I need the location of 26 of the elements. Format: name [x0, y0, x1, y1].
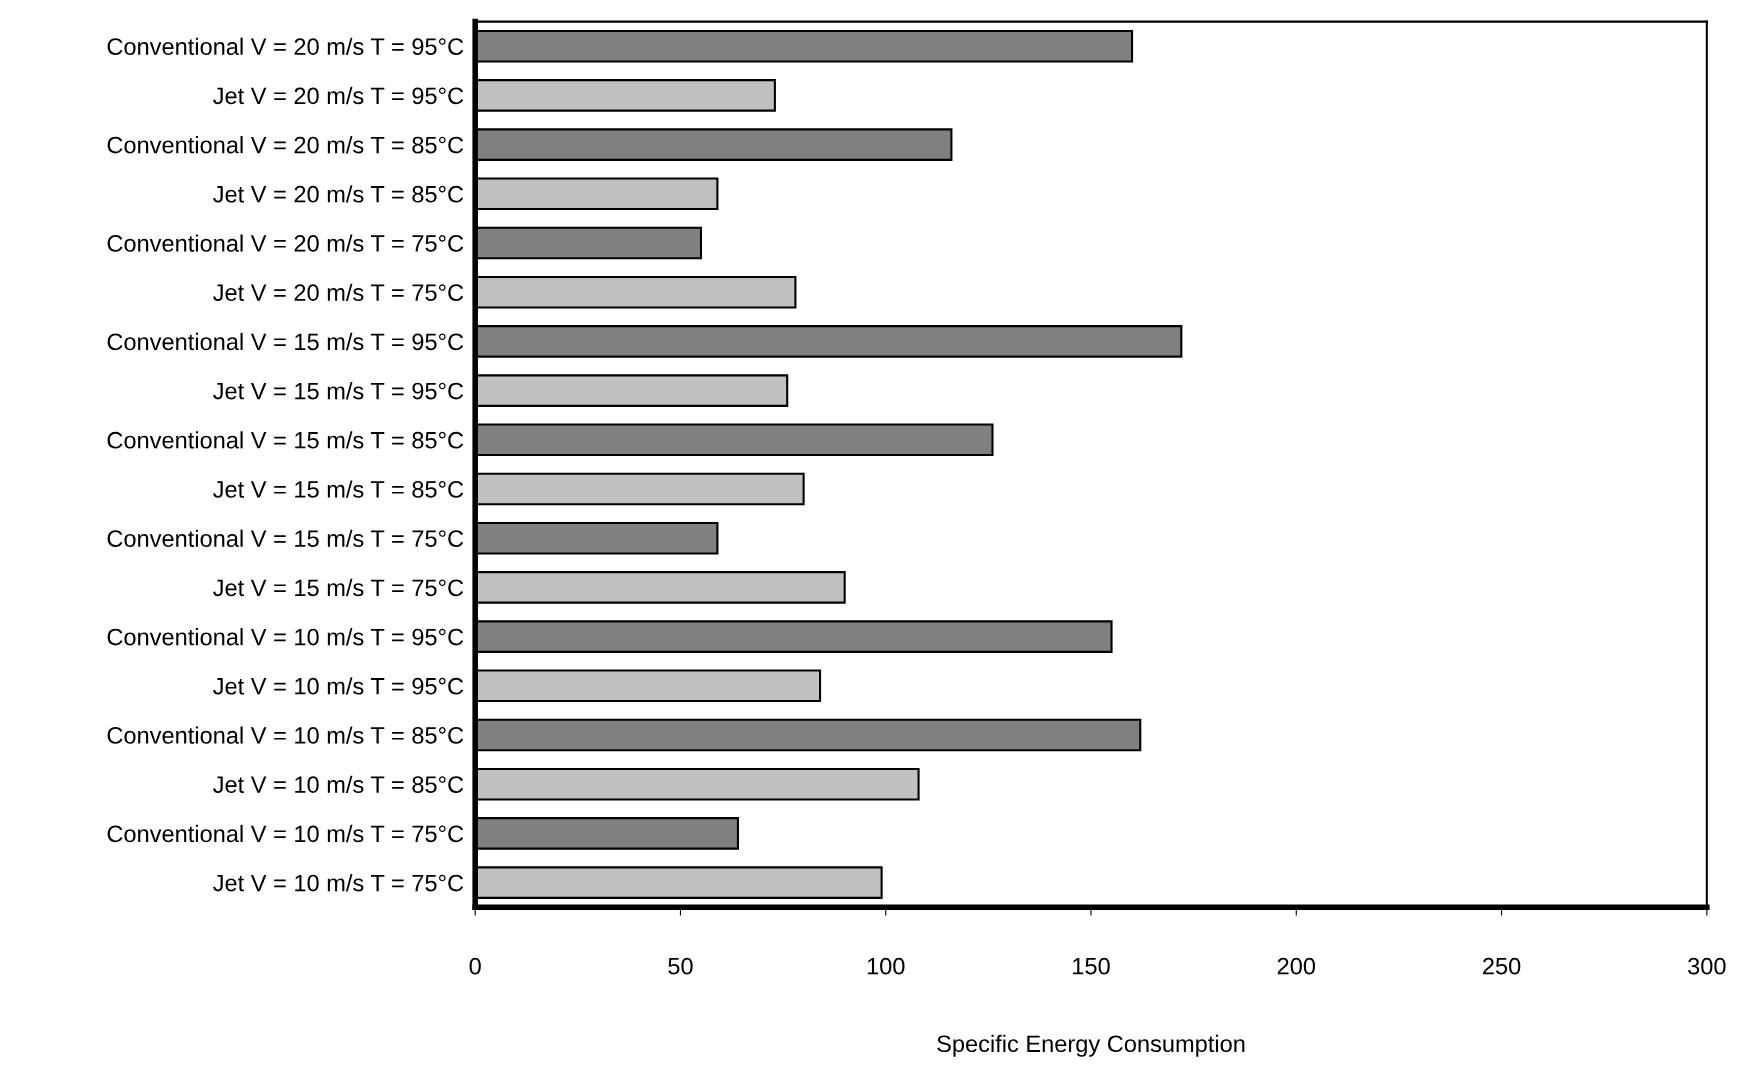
x-tick-label: 150	[1073, 957, 1110, 975]
x-tick-label: 250	[1483, 957, 1521, 975]
y-tick-label: Conventional V = 15 m/s T = 95°C	[107, 332, 464, 351]
y-tick-label: Conventional V = 15 m/s T = 85°C	[107, 431, 464, 449]
y-tick-label: Conventional V = 20 m/s T = 95°C	[107, 37, 464, 55]
y-tick-label: Conventional V = 20 m/s T = 75°C	[107, 234, 464, 252]
y-tick-label: Conventional V = 10 m/s T = 85°C	[107, 726, 464, 744]
y-tick-label: Jet V = 15 m/s T = 75°C	[213, 578, 464, 597]
x-axis-title: Specific Energy Consumption	[937, 1034, 1245, 1057]
y-tick-label: Jet V = 20 m/s T = 75°C	[213, 283, 464, 301]
y-tick-label: Conventional V = 20 m/s T = 85°C	[107, 136, 464, 154]
y-tick-label: Jet V = 20 m/s T = 85°C	[213, 185, 464, 203]
y-tick-label: Jet V = 15 m/s T = 95°C	[213, 382, 464, 400]
y-tick-label: Conventional V = 10 m/s T = 75°C	[107, 824, 464, 843]
x-tick-label: 0	[469, 957, 481, 975]
x-tick-label: 200	[1277, 957, 1316, 975]
x-tick-label: 100	[867, 957, 905, 975]
x-tick-label: 300	[1688, 957, 1726, 975]
y-tick-label: Conventional V = 10 m/s T = 95°C	[107, 628, 464, 646]
y-tick-label: Jet V = 20 m/s T = 95°C	[213, 86, 464, 105]
y-tick-label: Jet V = 10 m/s T = 75°C	[213, 874, 464, 892]
y-tick-label: Jet V = 10 m/s T = 85°C	[213, 775, 464, 793]
y-tick-label: Jet V = 10 m/s T = 95°C	[213, 677, 464, 695]
x-tick-label: 50	[668, 957, 693, 975]
y-tick-label: Conventional V = 15 m/s T = 75°C	[107, 529, 464, 547]
y-tick-label: Jet V = 15 m/s T = 85°C	[213, 480, 464, 498]
